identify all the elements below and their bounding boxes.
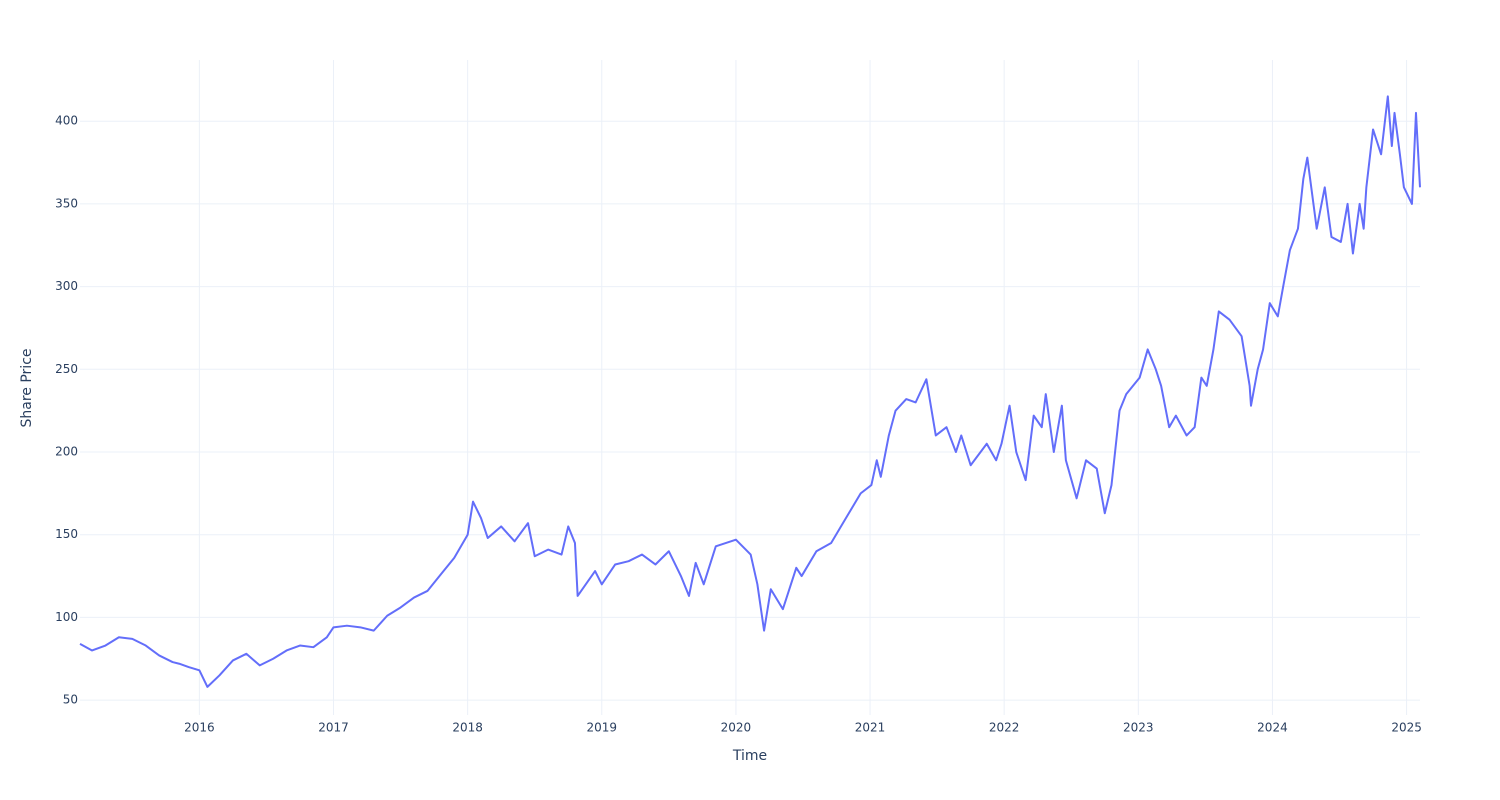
x-tick-label: 2020 bbox=[721, 721, 752, 735]
x-tick-label: 2023 bbox=[1123, 721, 1154, 735]
x-tick-label: 2025 bbox=[1391, 721, 1422, 735]
x-tick-label: 2021 bbox=[855, 721, 886, 735]
marks-layer bbox=[79, 95, 1421, 688]
y-tick-label: 300 bbox=[55, 279, 78, 293]
x-tick-label: 2017 bbox=[318, 721, 349, 735]
x-tick-label: 2024 bbox=[1257, 721, 1288, 735]
x-tick-label: 2016 bbox=[184, 721, 215, 735]
y-tick-label: 200 bbox=[55, 445, 78, 459]
x-tick-label: 2019 bbox=[587, 721, 618, 735]
y-tick-label: 250 bbox=[55, 362, 78, 376]
x-tick-label: 2018 bbox=[452, 721, 483, 735]
price-line bbox=[79, 95, 1421, 688]
y-tick-label: 150 bbox=[55, 527, 78, 541]
grid-layer bbox=[80, 60, 1420, 715]
y-tick-label: 100 bbox=[55, 610, 78, 624]
x-tick-label: 2022 bbox=[989, 721, 1020, 735]
y-tick-label: 350 bbox=[55, 196, 78, 210]
y-tick-label: 400 bbox=[55, 114, 78, 128]
y-tick-label: 50 bbox=[63, 693, 78, 707]
x-axis-title: Time bbox=[732, 748, 767, 764]
y-axis-title: Share Price bbox=[19, 348, 35, 427]
